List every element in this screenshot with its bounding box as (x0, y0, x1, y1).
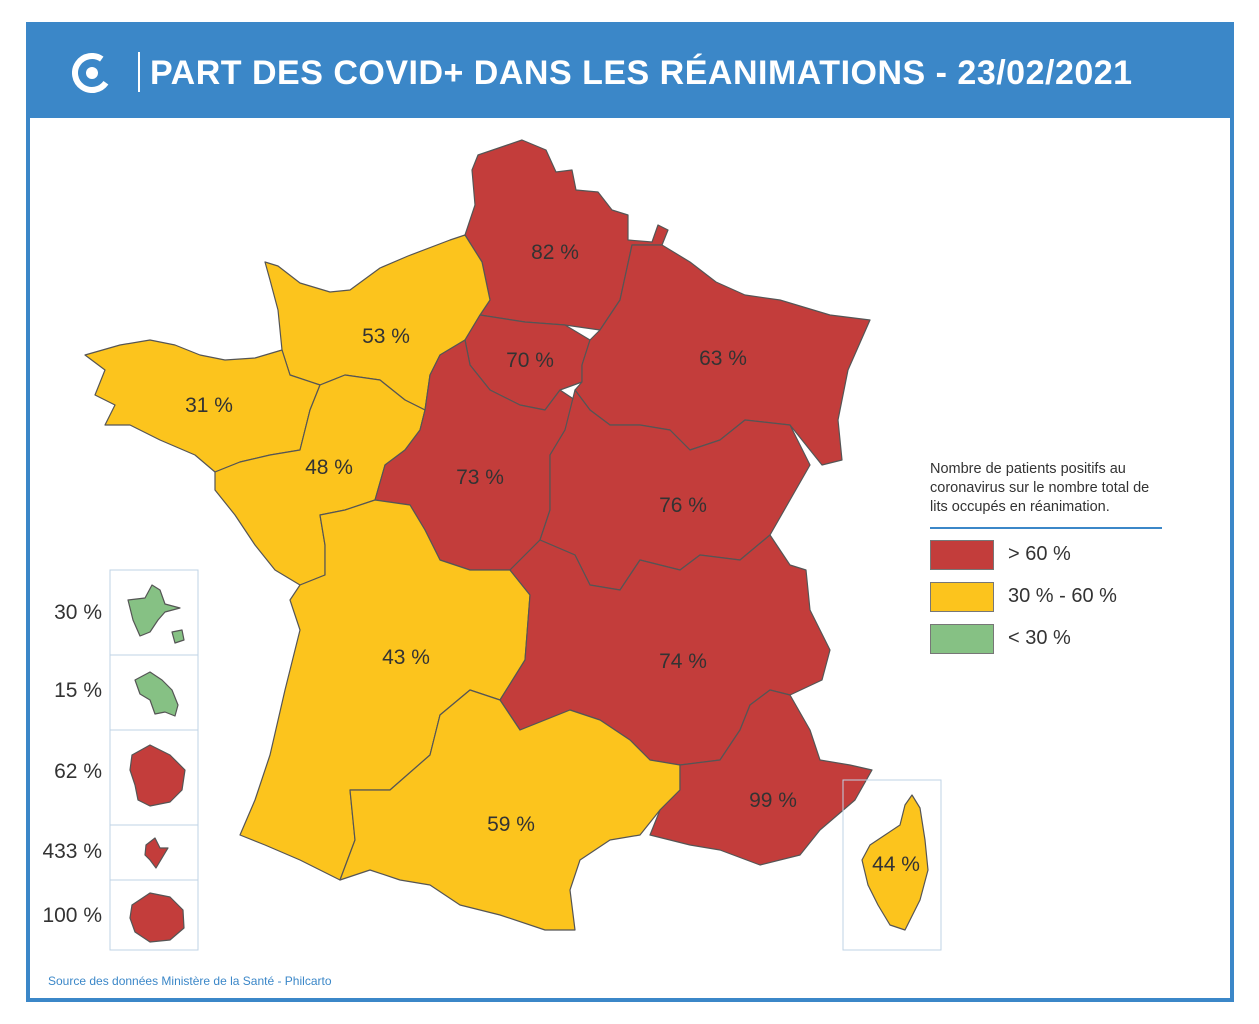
label-normandie: 53 % (362, 325, 410, 348)
label-centre-val-de-loire: 73 % (456, 466, 504, 489)
legend-label: < 30 % (1008, 627, 1071, 649)
label-nouvelle-aquitaine: 43 % (382, 646, 430, 669)
legend-divider (930, 527, 1162, 529)
label-bretagne: 31 % (185, 394, 233, 417)
overseas-label-mayotte: 433 % (42, 840, 102, 863)
label-auvergne-rhone-alpes: 74 % (659, 650, 707, 673)
region-guadeloupe-island (171, 629, 185, 644)
label-provence-alpes-cote-dazur: 99 % (749, 789, 797, 812)
region-guyane (129, 744, 186, 807)
label-corse: 44 % (872, 853, 920, 876)
header-bar: PART DES COVID+ DANS LES RÉANIMATIONS - … (30, 26, 1230, 118)
page-title: PART DES COVID+ DANS LES RÉANIMATIONS - … (150, 54, 1133, 92)
label-hauts-de-france: 82 % (531, 241, 579, 264)
label-grand-est: 63 % (699, 347, 747, 370)
legend-swatch-green (930, 624, 994, 654)
reunion-inset-box (109, 879, 199, 951)
header-separator (138, 52, 140, 92)
overseas-label-guyane: 62 % (54, 760, 102, 783)
map-frame: PART DES COVID+ DANS LES RÉANIMATIONS - … (26, 22, 1234, 1002)
region-reunion (129, 892, 185, 943)
overseas-label-reunion: 100 % (42, 904, 102, 927)
region-provence-alpes-cote-dazur (649, 689, 873, 866)
overseas-label-martinique: 15 % (54, 679, 102, 702)
covidtracker-logo-icon (72, 53, 112, 93)
label-pays-de-la-loire: 48 % (305, 456, 353, 479)
label-bourgogne-franche-comte: 76 % (659, 494, 707, 517)
region-guadeloupe (127, 584, 181, 637)
region-mayotte (144, 837, 169, 869)
legend-description: Nombre de patients positifs au coronavir… (930, 461, 1150, 515)
legend-swatch-yellow (930, 582, 994, 612)
region-martinique (134, 671, 179, 717)
legend-label: 30 % - 60 % (1008, 585, 1117, 607)
label-occitanie: 59 % (487, 813, 535, 836)
legend-label: > 60 % (1008, 543, 1071, 565)
corse-inset-box (842, 779, 942, 951)
source-credit: Source des données Ministère de la Santé… (48, 974, 332, 988)
legend-swatch-red (930, 540, 994, 570)
label-ile-de-france: 70 % (506, 349, 554, 372)
region-corse (861, 794, 929, 931)
overseas-label-guadeloupe: 30 % (54, 601, 102, 624)
